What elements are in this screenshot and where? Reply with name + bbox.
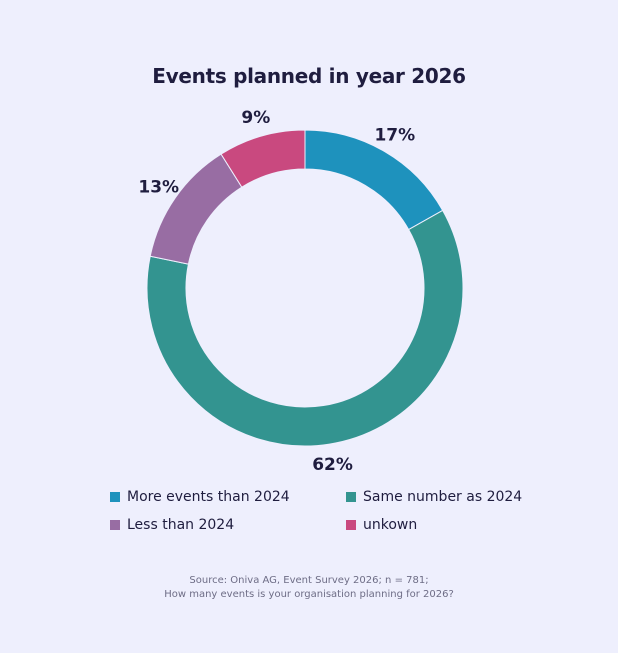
- legend-swatch-same-number: [346, 492, 356, 502]
- legend-swatch-unknown: [346, 520, 356, 530]
- donut-chart: 17% 62% 13% 9%: [138, 108, 464, 475]
- slice-less-than: [149, 153, 243, 265]
- legend-item-less-than: Less than 2024: [110, 517, 346, 533]
- source-line-1: Source: Oniva AG, Event Survey 2026; n =…: [189, 575, 429, 586]
- legend-label-unknown: unkown: [363, 517, 418, 533]
- slice-same-number: [146, 209, 464, 447]
- legend-swatch-less-than: [110, 520, 120, 530]
- slice-label-more-events: 17%: [374, 125, 415, 145]
- slice-label-unknown: 9%: [241, 108, 270, 128]
- slice-label-less-than: 13%: [138, 178, 179, 198]
- legend-label-less-than: Less than 2024: [127, 517, 235, 533]
- legend-item-same-number: Same number as 2024: [346, 489, 546, 505]
- legend-swatch-more-events: [110, 492, 120, 502]
- slice-unknown: [220, 129, 306, 188]
- slice-label-same-number: 62%: [312, 455, 353, 475]
- legend-label-same-number: Same number as 2024: [363, 489, 523, 505]
- source-note: Source: Oniva AG, Event Survey 2026; n =…: [0, 574, 618, 602]
- legend-item-unknown: unkown: [346, 517, 546, 533]
- legend: More events than 2024 Same number as 202…: [110, 489, 540, 533]
- source-line-2: How many events is your organisation pla…: [164, 589, 454, 600]
- legend-item-more-events: More events than 2024: [110, 489, 346, 505]
- chart-title: Events planned in year 2026: [152, 64, 466, 88]
- legend-label-more-events: More events than 2024: [127, 489, 290, 505]
